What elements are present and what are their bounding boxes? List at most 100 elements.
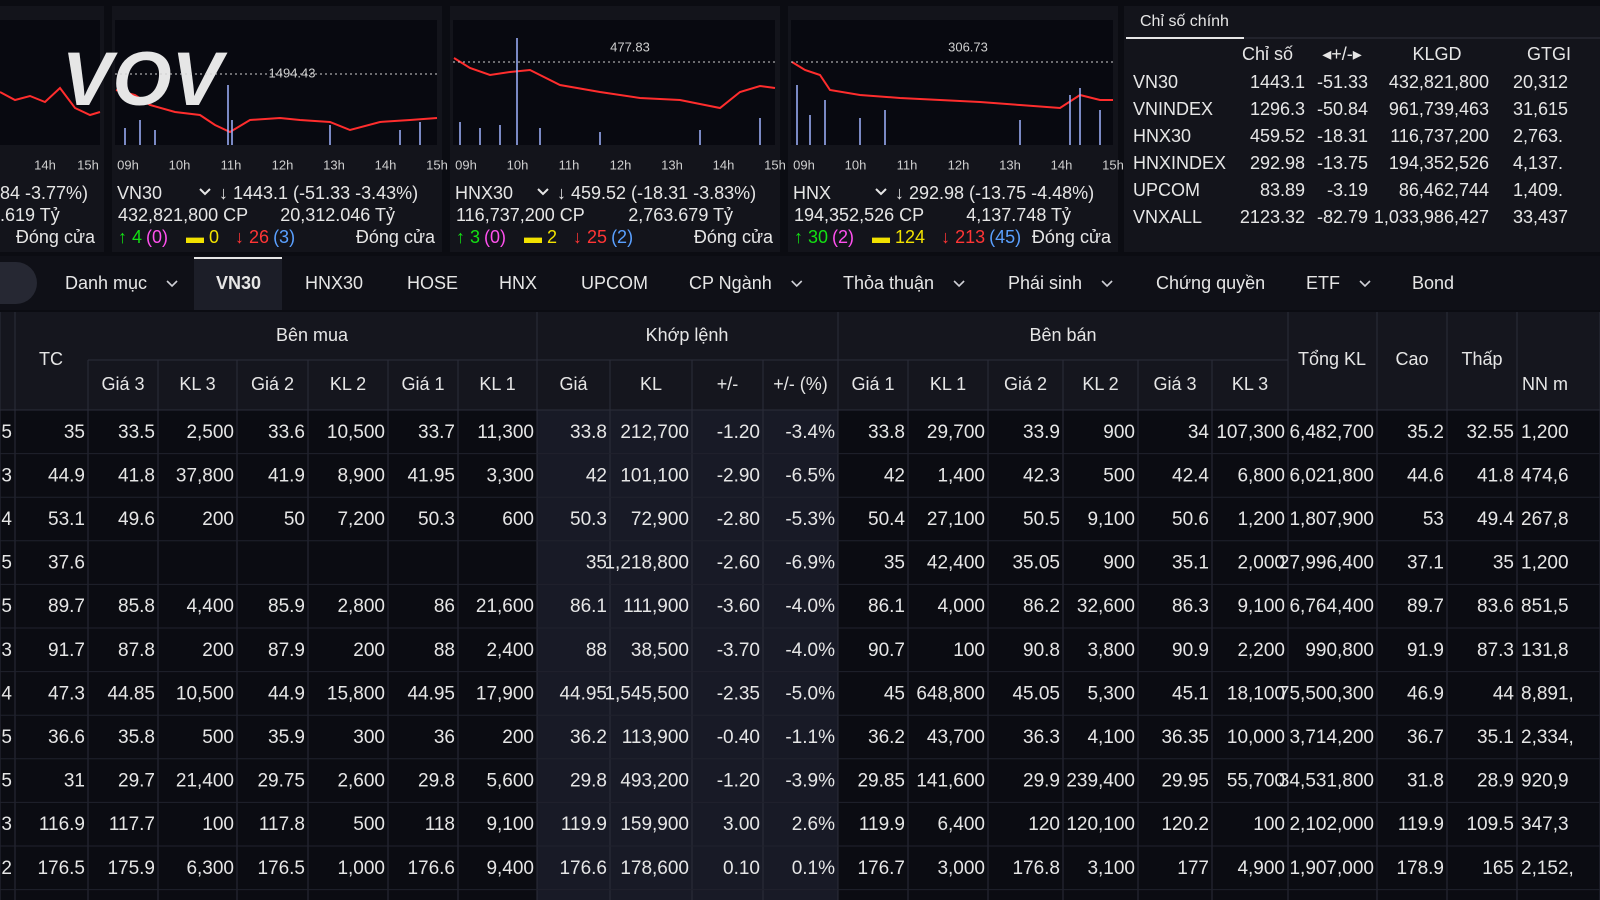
breadth-flat: ▬ 124 — [872, 227, 925, 247]
breadth-up: ↑ 4 — [118, 227, 142, 247]
board-cell: 42 — [884, 465, 905, 486]
board-cell: 176.6 — [407, 858, 455, 879]
board-cell: 0.10 — [723, 858, 760, 879]
index-cell: HNX30 — [1133, 126, 1191, 146]
board-cell: 3 — [1, 465, 12, 486]
board-cell: -1.1% — [785, 727, 835, 748]
board-cell: 177 — [1177, 858, 1209, 879]
board-cell: 2,000 — [1237, 553, 1285, 574]
board-cell: 165 — [1482, 858, 1514, 879]
board-cell: 6,764,400 — [1289, 596, 1374, 617]
tab[interactable]: Chứng quyền — [1156, 273, 1265, 293]
board-cell: 4,100 — [1087, 727, 1135, 748]
tab[interactable]: HNX — [499, 273, 537, 293]
tab[interactable]: VN30 — [216, 273, 261, 293]
board-cell: 29.9 — [1023, 771, 1060, 792]
time-label: 12h — [948, 157, 970, 172]
board-cell: 44.6 — [1407, 465, 1444, 486]
tab-dropdown — [1101, 280, 1113, 288]
board-cell: 86 — [434, 596, 455, 617]
board-cell: 33.9 — [1023, 422, 1060, 443]
board-cell: 36.2 — [868, 727, 905, 748]
tab[interactable]: Bond — [1412, 273, 1454, 293]
index-name: HNX30 — [455, 183, 513, 203]
board-cell: 2.6% — [792, 814, 835, 835]
board-cell: 32,600 — [1077, 596, 1135, 617]
tab[interactable]: HOSE — [407, 273, 458, 293]
column-header: KL 3 — [1232, 374, 1268, 394]
index-value: 2,763.679 Tỷ — [628, 205, 733, 225]
board-cell: 107,300 — [1216, 422, 1285, 443]
board-cell: 9,100 — [1237, 596, 1285, 617]
status: Đóng cửa — [1032, 227, 1112, 247]
tab-dropdown — [791, 280, 803, 288]
index-cell: UPCOM — [1133, 180, 1200, 200]
board-cell: 72,900 — [631, 509, 689, 530]
search-pill[interactable] — [0, 262, 37, 304]
spikes — [796, 85, 1101, 145]
board-cell: -6.9% — [785, 553, 835, 574]
board-cell: 75,500,300 — [1279, 683, 1374, 704]
index-cell: 2123.32 — [1240, 207, 1305, 227]
board-cell: 178.9 — [1396, 858, 1444, 879]
board-cell: 18,100 — [1227, 683, 1285, 704]
chart-area — [453, 20, 775, 145]
board-cell: 46.9 — [1407, 683, 1444, 704]
board-cell: 1,200 — [1521, 422, 1569, 443]
time-label: 15h — [764, 157, 786, 172]
board-cell: 44.9 — [48, 465, 85, 486]
index-value: .619 Tỷ — [0, 205, 60, 225]
board-cell: 44.85 — [107, 683, 155, 704]
board-cell: 88 — [586, 640, 607, 661]
index-col-header: KLGD — [1412, 44, 1461, 64]
time-label: 09h — [117, 157, 139, 172]
board-cell: 87.9 — [268, 640, 305, 661]
board-cell: 2,102,000 — [1289, 814, 1374, 835]
tab[interactable]: Thỏa thuận — [843, 273, 934, 293]
time-label: 15h — [77, 157, 99, 172]
board-cell: 41.8 — [118, 465, 155, 486]
board-cell: 53.1 — [48, 509, 85, 530]
time-label: 15h — [1102, 157, 1124, 172]
board-cell: 15,800 — [327, 683, 385, 704]
time-label: 14h — [713, 157, 735, 172]
board-cell: 117.7 — [109, 814, 155, 835]
status: Đóng cửa — [16, 227, 96, 247]
breadth-down: ↓ 213 — [941, 227, 985, 247]
index-cell: -18.31 — [1317, 126, 1368, 146]
index-cell: -13.75 — [1317, 153, 1368, 173]
board-cell: 9,100 — [1087, 509, 1135, 530]
index-tab[interactable] — [1126, 8, 1244, 38]
board-cell: -1.20 — [717, 771, 760, 792]
index-change: ↓ 1443.1 (-51.33 -3.43%) — [219, 183, 418, 203]
index-value: 4,137.748 Tỷ — [966, 205, 1071, 225]
board-cell: 200 — [202, 640, 234, 661]
active-tab — [194, 258, 282, 310]
tab[interactable]: Danh mục — [65, 273, 147, 293]
time-label: 13h — [661, 157, 683, 172]
tab[interactable]: ETF — [1306, 273, 1340, 293]
board-cell: 4,400 — [186, 596, 234, 617]
column-header: NN m — [1522, 374, 1568, 394]
ref-label: 306.73 — [948, 39, 988, 54]
index-cell: -3.19 — [1327, 180, 1368, 200]
board-cell: 2,152, — [1521, 858, 1574, 879]
time-label: 11h — [221, 157, 242, 172]
ref-label: 1494.43 — [269, 65, 316, 80]
time-label: 10h — [507, 157, 529, 172]
board-cell: 1,200 — [1521, 553, 1569, 574]
index-change: 84 -3.77%) — [0, 183, 88, 203]
tab[interactable]: UPCOM — [581, 273, 648, 293]
tab[interactable]: Phái sinh — [1008, 273, 1082, 293]
board-cell: 2 — [1, 858, 12, 879]
group-header: Bên bán — [1029, 325, 1096, 345]
index-volume: 116,737,200 CP — [456, 205, 585, 225]
board-cell: 33.6 — [268, 422, 305, 443]
tab[interactable]: HNX30 — [305, 273, 363, 293]
board-cell: -2.35 — [717, 683, 760, 704]
board-cell: 119.9 — [561, 814, 607, 835]
board-cell: 4,000 — [937, 596, 985, 617]
tab[interactable]: CP Ngành — [689, 273, 772, 293]
board-cell: 89.7 — [1407, 596, 1444, 617]
index-cell: 459.52 — [1250, 126, 1305, 146]
